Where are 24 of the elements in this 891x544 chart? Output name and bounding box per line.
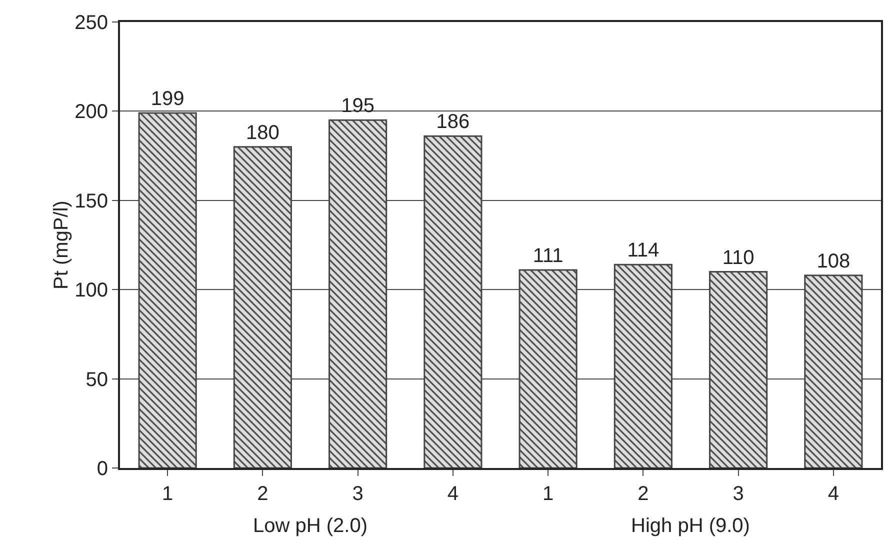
- data-label: 114: [627, 240, 660, 262]
- y-tick-label: 0: [96, 458, 108, 480]
- x-tick-label: 2: [638, 483, 649, 505]
- x-tick-label: 2: [257, 483, 268, 505]
- data-label: 110: [722, 246, 754, 269]
- y-tick-label: 200: [74, 101, 108, 124]
- x-tick-label: 1: [162, 483, 174, 505]
- text: High pH (9.0): [631, 515, 750, 537]
- data-label: 186: [436, 111, 470, 134]
- data-label: 199: [150, 88, 184, 110]
- x-tick-label: 4: [447, 483, 459, 505]
- y-tick-label: 50: [86, 368, 108, 391]
- y-axis-title: Pt (mgP/l): [50, 200, 73, 290]
- data-label: 108: [816, 250, 850, 272]
- x-tick-label: 3: [732, 483, 744, 505]
- y-tick-label: 250: [74, 12, 108, 34]
- text: Low pH (2.0): [253, 515, 368, 537]
- data-label: 111: [532, 244, 564, 267]
- y-tick-label: 100: [74, 280, 108, 302]
- x-tick-label: 3: [352, 483, 364, 505]
- x-tick-label: 4: [828, 483, 840, 505]
- data-label: 180: [246, 122, 280, 144]
- y-tick-label: 150: [74, 190, 108, 212]
- x-tick-label: 1: [542, 483, 554, 505]
